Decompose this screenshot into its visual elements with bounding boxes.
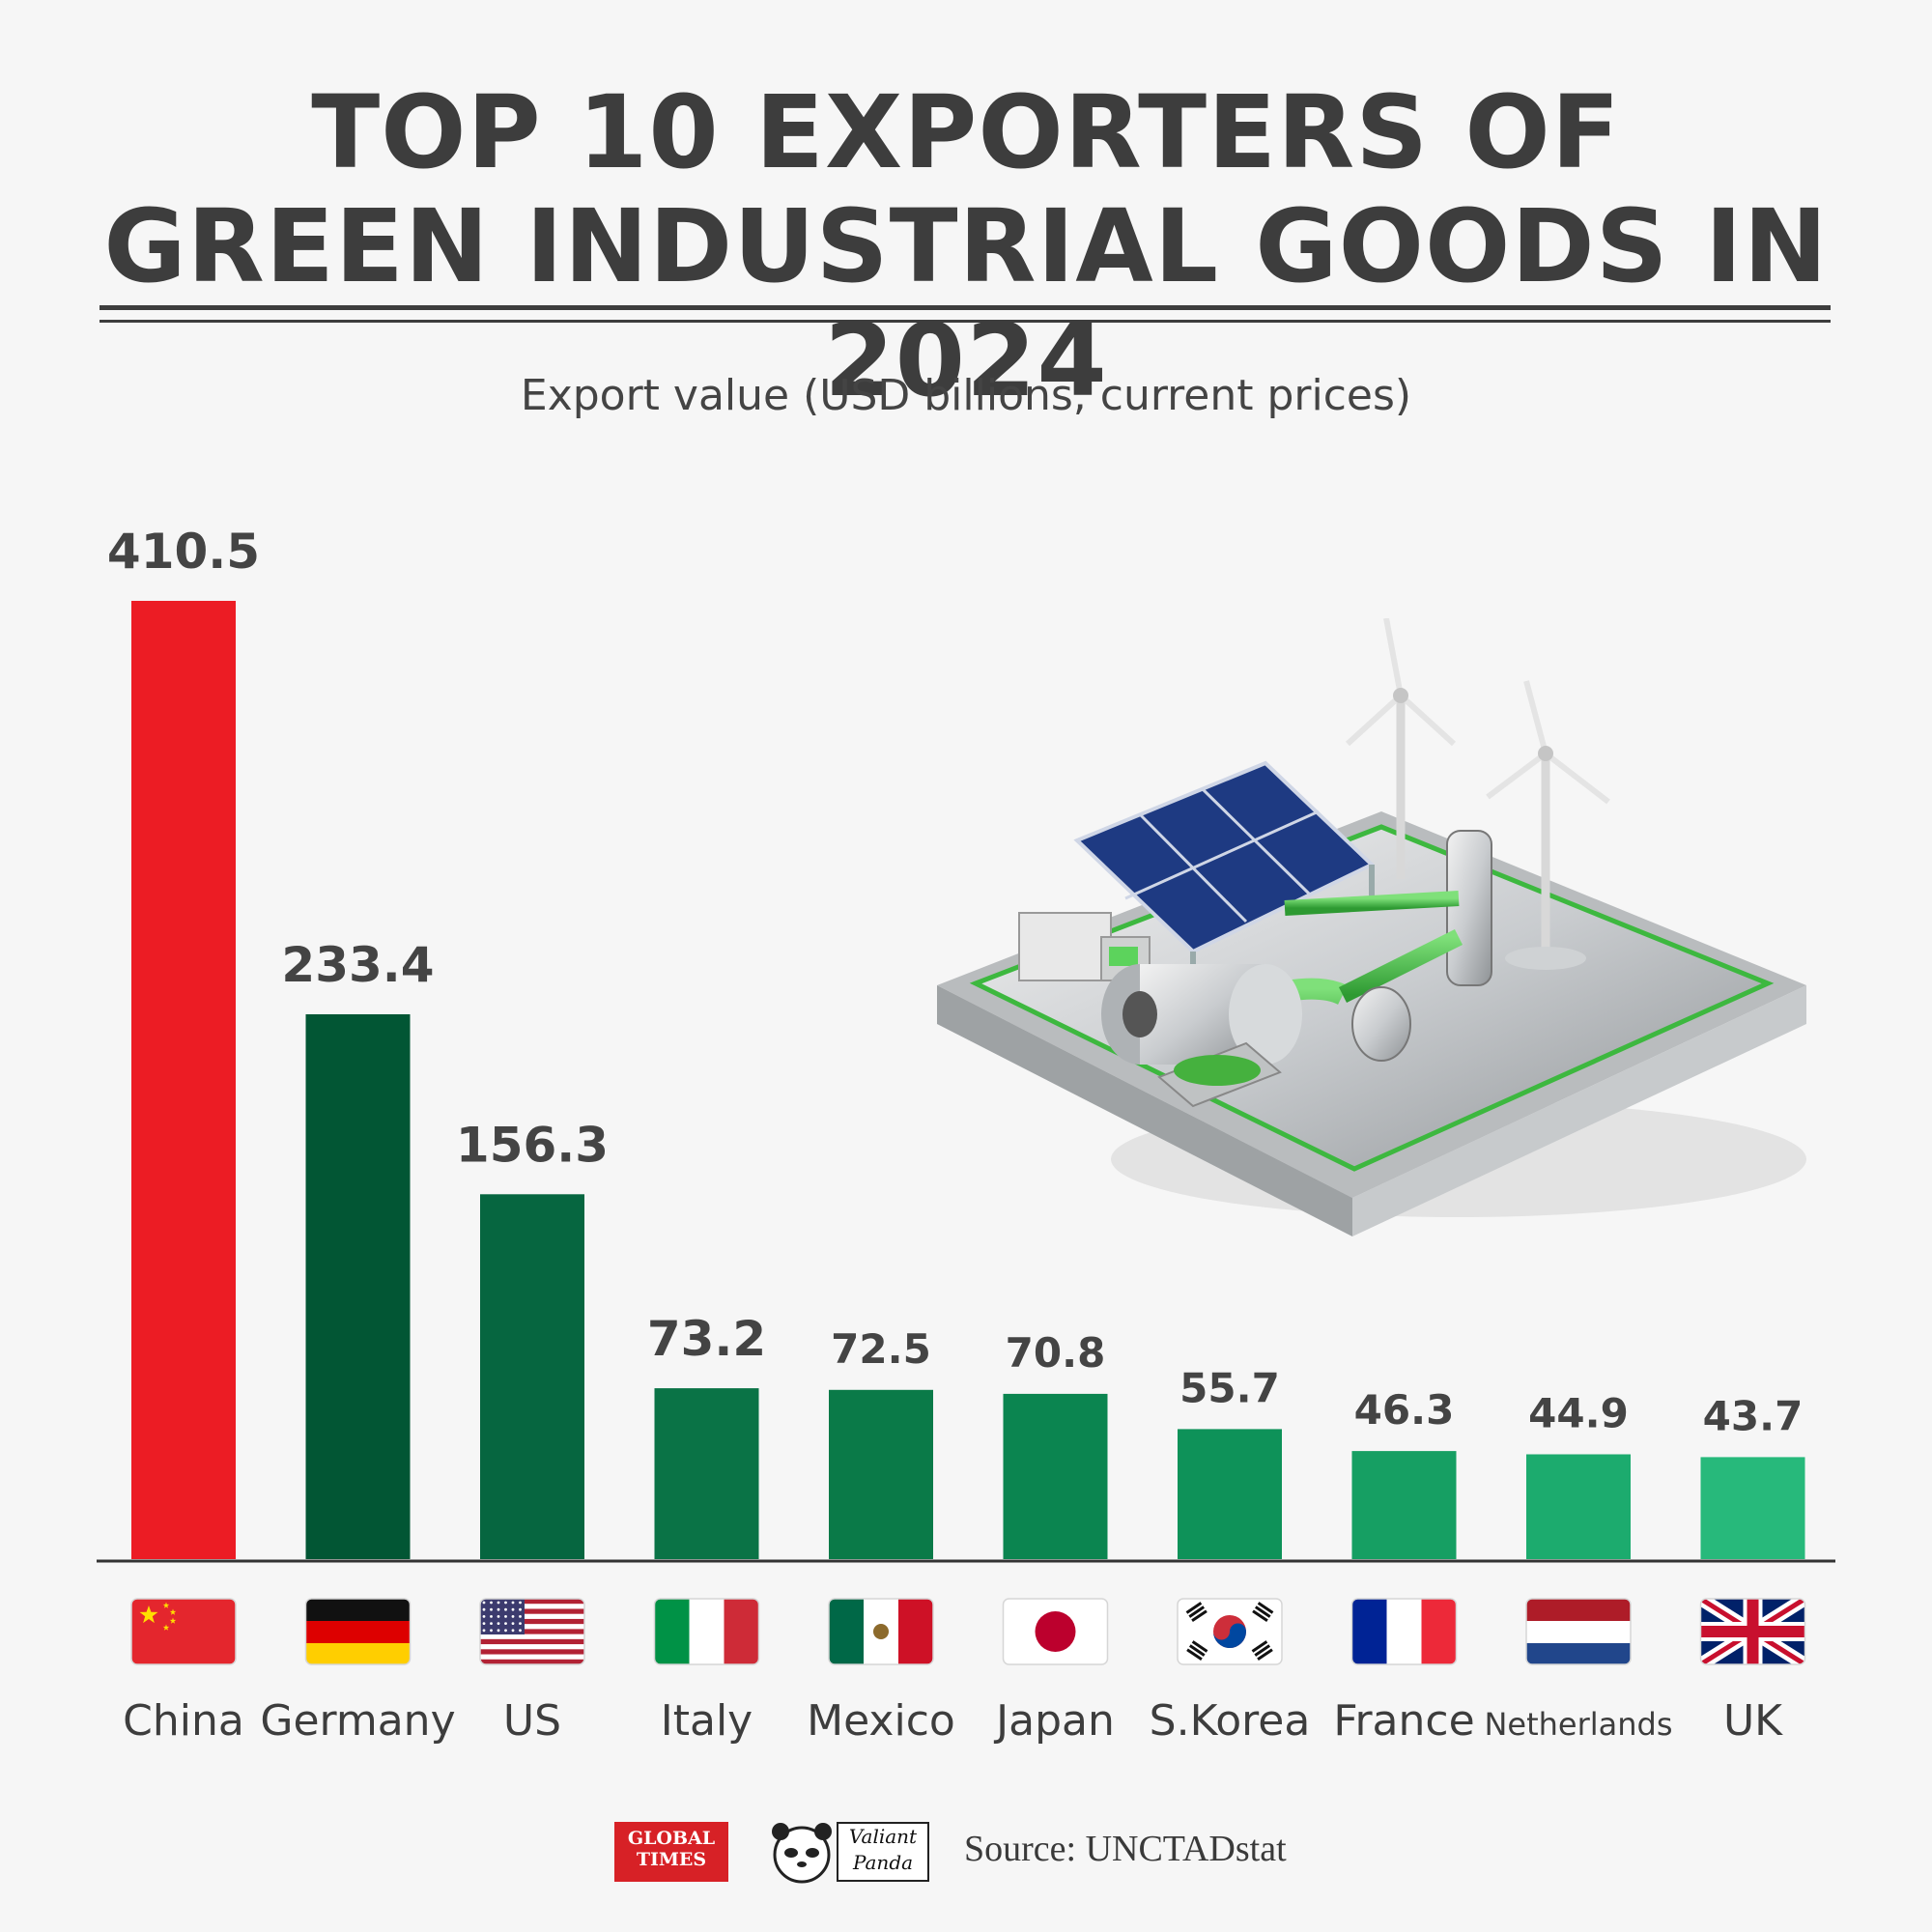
country-label-mexico: Mexico [807, 1696, 955, 1746]
control-cabinet [1018, 912, 1112, 981]
country-label-germany: Germany [260, 1696, 455, 1746]
country-label-italy: Italy [661, 1696, 753, 1746]
bar-mexico [829, 1389, 933, 1559]
value-label-netherlands: 44.9 [1528, 1389, 1629, 1436]
country-label-s-korea: S.Korea [1150, 1696, 1311, 1746]
us-flag-icon [479, 1598, 585, 1665]
south-korea-flag-icon [1177, 1598, 1283, 1665]
mexico-flag-icon [828, 1598, 934, 1665]
panda-icon [772, 1823, 832, 1884]
valiant-panda-wordmark: Valiant Panda [837, 1822, 929, 1882]
bar-china [131, 601, 236, 1559]
value-label-uk: 43.7 [1703, 1392, 1804, 1439]
netherlands-flag-icon [1525, 1598, 1632, 1665]
uk-flag-icon [1699, 1598, 1806, 1665]
value-label-s-korea: 55.7 [1179, 1364, 1280, 1411]
value-label-us: 156.3 [456, 1117, 609, 1173]
wind-turbine-right [1486, 680, 1610, 970]
country-label-us: US [503, 1696, 561, 1746]
country-label-france: France [1333, 1696, 1474, 1746]
country-label-china: China [123, 1696, 244, 1746]
china-flag-icon [130, 1598, 237, 1665]
germany-flag-icon [304, 1598, 412, 1665]
value-label-mexico: 72.5 [831, 1325, 931, 1373]
bar-uk [1700, 1457, 1805, 1559]
title-line-1: TOP 10 EXPORTERS OF [311, 73, 1621, 191]
japan-flag-icon [1002, 1598, 1109, 1665]
bar-netherlands [1526, 1454, 1631, 1559]
bar-italy [654, 1388, 759, 1559]
value-label-germany: 233.4 [281, 937, 434, 993]
storage-tank [1446, 830, 1492, 986]
country-label-japan: Japan [993, 1696, 1115, 1746]
bars-group [131, 601, 1805, 1559]
wind-turbine-left [1345, 618, 1457, 879]
flags-group [130, 1598, 1806, 1665]
value-label-china: 410.5 [107, 524, 260, 580]
bar-france [1351, 1451, 1457, 1559]
value-label-france: 46.3 [1354, 1386, 1455, 1434]
turbine-generator [1101, 964, 1302, 1065]
bar-s-korea [1178, 1429, 1282, 1559]
value-labels-group: 410.5 233.4 156.3 73.2 72.5 70.8 55.7 46.3 44.9 4… [107, 524, 1803, 1439]
country-labels-group: China Germany US Italy Mexico Japan S.Korea Fra… [123, 1696, 1783, 1746]
solar-panel-array [1073, 760, 1376, 990]
chart-subtitle: Export value (USD billions, current pric… [520, 371, 1412, 420]
country-label-uk: UK [1723, 1696, 1783, 1746]
country-label-netherlands: Netherlands [1484, 1706, 1672, 1743]
value-label-italy: 73.2 [647, 1311, 766, 1367]
title-divider-top [99, 305, 1831, 310]
valiant-panda-logo: Valiant Panda [763, 1818, 932, 1886]
grass-planter [1157, 1041, 1282, 1108]
bar-chart: 410.5 233.4 156.3 73.2 72.5 70.8 55.7 46.3 44.9 4… [97, 524, 1835, 1746]
green-industry-illustration [937, 618, 1806, 1236]
title-line-2: GREEN INDUSTRIAL GOODS IN 2024 [103, 187, 1829, 419]
value-label-japan: 70.8 [1006, 1329, 1106, 1377]
global-times-logo: GLOBAL TIMES [614, 1822, 728, 1882]
france-flag-icon [1350, 1598, 1458, 1665]
bar-japan [1003, 1393, 1108, 1559]
source-note: Source: UNCTADstat [964, 1829, 1287, 1869]
italy-flag-icon [653, 1598, 760, 1665]
bar-germany [305, 1013, 411, 1559]
page-title: TOP 10 EXPORTERS OF GREEN INDUSTRIAL GOO… [0, 75, 1932, 417]
title-divider-bottom [99, 320, 1831, 323]
footer: GLOBAL TIMES Valiant Panda Source: UNCTA… [0, 1818, 1932, 1886]
bar-us [480, 1194, 584, 1559]
